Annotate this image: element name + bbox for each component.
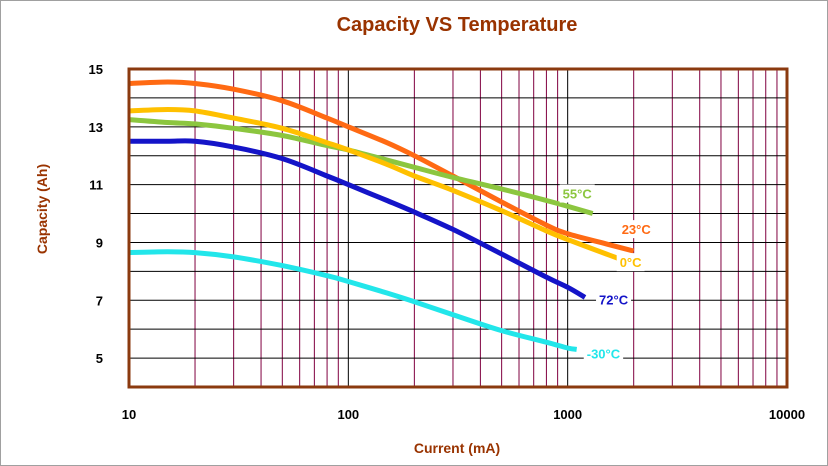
series-lines — [128, 79, 635, 352]
series-line — [128, 107, 635, 267]
series-label-group: 55°C — [559, 184, 595, 203]
series-label-background — [596, 290, 632, 309]
x-tick-label: 100 — [337, 407, 359, 422]
series-label: 23°C — [622, 222, 652, 237]
series-label: 72°C — [599, 292, 629, 307]
series-label-background — [616, 253, 645, 272]
series-line — [128, 249, 578, 352]
series-label-background — [559, 184, 595, 203]
y-tick-label: 5 — [96, 351, 103, 366]
series-label-group: -30°C — [583, 344, 624, 363]
tick-labels: 10 100 1000 10000 5 7 9 11 13 15 — [89, 62, 806, 422]
x-tick-label: 10000 — [769, 407, 805, 422]
grid — [129, 69, 787, 387]
series-label-group: 0°C — [616, 253, 645, 272]
series-labels: 23°C 55°C 0°C 72°C -30°C — [559, 184, 654, 363]
series-label-group: 23°C — [618, 220, 654, 239]
series-label: 0°C — [620, 255, 642, 270]
series-label-background — [618, 220, 654, 239]
plot-frame — [127, 67, 789, 389]
chart-title: Capacity VS Temperature — [337, 14, 578, 36]
series-label-background — [583, 344, 624, 363]
series-label: -30°C — [587, 346, 621, 361]
series-label: 55°C — [563, 187, 593, 202]
x-axis-label: Current (mA) — [414, 440, 500, 456]
series-label-group: 72°C — [596, 290, 632, 309]
y-tick-label: 9 — [96, 235, 103, 250]
x-tick-label: 1000 — [553, 407, 582, 422]
series-line — [128, 79, 635, 254]
y-tick-label: 11 — [89, 178, 103, 193]
series-line — [128, 138, 587, 300]
y-tick-label: 7 — [96, 293, 103, 308]
x-tick-label: 10 — [122, 407, 136, 422]
y-axis-label: Capacity (Ah) — [34, 164, 50, 254]
y-tick-label: 15 — [89, 62, 103, 77]
y-tick-label: 13 — [89, 120, 103, 135]
